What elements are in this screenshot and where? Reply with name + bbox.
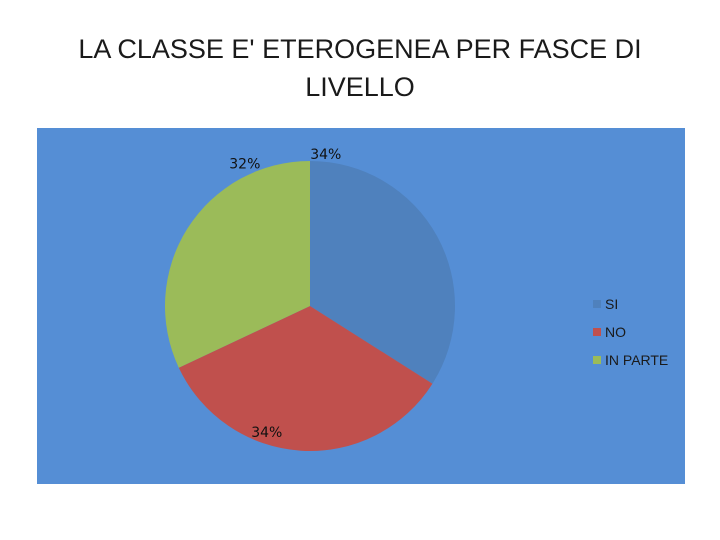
legend-item-in-parte: IN PARTE: [593, 346, 668, 374]
data-label-no: 34%: [251, 425, 282, 441]
chart-plot-area: 34% 34% 32% SI NO IN PARTE: [37, 128, 685, 484]
legend-swatch-no: [593, 328, 601, 336]
chart-title: LA CLASSE E' ETEROGENEA PER FASCE DI LIV…: [78, 34, 642, 102]
pie-slice-si: [310, 161, 455, 384]
pie-slice-no: [178, 306, 433, 452]
legend: SI NO IN PARTE: [593, 290, 668, 374]
legend-swatch-in-parte: [593, 356, 601, 364]
legend-label-in-parte: IN PARTE: [605, 352, 669, 368]
pie-chart: 34% 34% 32%: [164, 147, 455, 452]
legend-item-no: NO: [593, 318, 668, 346]
data-label-si: 34%: [310, 147, 341, 163]
legend-item-si: SI: [593, 290, 668, 318]
data-label-in-parte: 32%: [229, 156, 260, 172]
pie-slice-in-parte: [164, 161, 310, 368]
legend-label-no: NO: [605, 324, 626, 340]
legend-swatch-si: [593, 300, 601, 308]
legend-label-si: SI: [605, 296, 619, 312]
